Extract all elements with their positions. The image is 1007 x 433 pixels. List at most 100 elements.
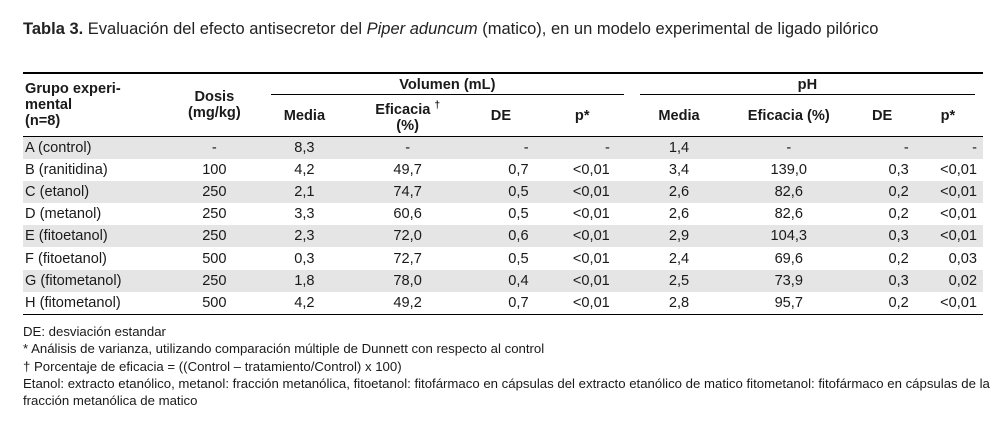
cell-vol-p: <0,01 bbox=[572, 250, 610, 267]
cell-vol-de: - bbox=[469, 136, 533, 159]
cell-vol-media: 2,3 bbox=[262, 225, 346, 248]
cell-ph-de: 0,2 bbox=[888, 250, 909, 267]
cell-ph-eficacia: 139,0 bbox=[770, 161, 808, 178]
cell-ph-p: 0,03 bbox=[948, 250, 977, 267]
table-row: B (ranitidina) 100 4,2 49,7 0,7 <0,01 3,… bbox=[23, 159, 983, 181]
cell-dose: - bbox=[165, 136, 263, 159]
table-row: E (fitoetanol) 250 2,3 72,0 0,6 <0,01 2,… bbox=[23, 225, 983, 248]
note-extracts: Etanol: extracto etanólico, metanol: fra… bbox=[23, 375, 990, 409]
cell-vol-eficacia: 72,7 bbox=[393, 250, 422, 267]
cell-vol-p: <0,01 bbox=[572, 161, 610, 178]
cell-dose: 250 bbox=[165, 225, 263, 248]
table-row: H (fitometanol) 500 4,2 49,2 0,7 <0,01 2… bbox=[23, 292, 983, 314]
cell-ph-media: 2,6 bbox=[631, 180, 727, 204]
cell-ph-eficacia: 73,9 bbox=[726, 269, 852, 292]
header-ph-media: Media bbox=[658, 108, 700, 124]
cell-vol-media: 0,3 bbox=[294, 250, 315, 267]
header-group-line3: (n=8) bbox=[25, 113, 61, 129]
caption-label: Tabla 3. bbox=[23, 20, 84, 38]
caption-text-after: (matico), en un modelo experimental de l… bbox=[477, 20, 879, 38]
header-vol-eficacia-line2: (%) bbox=[396, 117, 419, 134]
cell-group: C (etanol) bbox=[23, 180, 166, 204]
cell-vol-eficacia: 78,0 bbox=[345, 269, 470, 292]
cell-group: G (fitometanol) bbox=[23, 269, 166, 292]
cell-ph-eficacia: 95,7 bbox=[774, 294, 803, 311]
note-de: DE: desviación estandar bbox=[23, 324, 166, 339]
cell-ph-p: <0,01 bbox=[912, 180, 983, 204]
header-dose: Dosis (mg/kg) bbox=[166, 73, 263, 137]
cell-vol-p: <0,01 bbox=[532, 180, 632, 204]
cell-ph-eficacia: 69,6 bbox=[774, 250, 803, 267]
cell-dose: 500 bbox=[202, 294, 227, 311]
cell-vol-de: 0,7 bbox=[508, 294, 529, 311]
cell-vol-media: 8,3 bbox=[262, 136, 346, 159]
header-volume: Volumen (mL) bbox=[263, 73, 632, 96]
header-volume-rule bbox=[270, 94, 624, 95]
cell-ph-p: <0,01 bbox=[940, 161, 977, 178]
cell-ph-p: 0,02 bbox=[912, 269, 983, 292]
header-ph-p: p* bbox=[940, 108, 956, 124]
cell-vol-eficacia: 72,0 bbox=[345, 225, 470, 248]
cell-group: F (fitoetanol) bbox=[25, 250, 107, 267]
header-group: Grupo experi- mental (n=8) bbox=[23, 73, 166, 137]
cell-dose: 250 bbox=[165, 269, 263, 292]
cell-vol-de: 0,7 bbox=[508, 161, 529, 178]
cell-vol-media: 1,8 bbox=[262, 269, 346, 292]
table-notes: DE: desviación estandar * Análisis de va… bbox=[23, 323, 998, 409]
cell-vol-p: - bbox=[532, 136, 632, 159]
cell-vol-media: 4,2 bbox=[294, 161, 315, 178]
note-anova: * Análisis de varianza, utilizando compa… bbox=[23, 341, 545, 357]
cell-ph-de: 0,3 bbox=[851, 269, 913, 292]
cell-vol-eficacia: 60,6 bbox=[393, 206, 422, 223]
header-ph-label: pH bbox=[797, 77, 818, 93]
header-dose-line2: (mg/kg) bbox=[188, 105, 241, 121]
cell-ph-media: 3,4 bbox=[668, 161, 690, 178]
header-vol-de: DE bbox=[490, 108, 512, 124]
cell-vol-eficacia: 49,7 bbox=[393, 161, 422, 178]
cell-ph-p: - bbox=[912, 136, 983, 159]
cell-vol-eficacia: - bbox=[345, 136, 470, 159]
table-row: G (fitometanol) 250 1,8 78,0 0,4 <0,01 2… bbox=[23, 269, 983, 292]
cell-group: A (control) bbox=[23, 136, 166, 159]
cell-ph-eficacia: 104,3 bbox=[726, 225, 852, 248]
caption-text-before: Evaluación del efecto antisecretor del bbox=[83, 20, 367, 38]
cell-ph-de: 0,2 bbox=[888, 206, 909, 223]
cell-vol-media: 2,1 bbox=[262, 180, 346, 204]
cell-ph-de: - bbox=[851, 136, 913, 159]
cell-group: B (ranitidina) bbox=[25, 161, 108, 178]
cell-vol-eficacia: 49,2 bbox=[393, 294, 422, 311]
cell-group: H (fitometanol) bbox=[25, 294, 121, 311]
cell-group: E (fitoetanol) bbox=[23, 225, 166, 248]
header-ph-eficacia: Eficacia (%) bbox=[747, 108, 830, 124]
cell-vol-p: <0,01 bbox=[572, 294, 610, 311]
table-caption: Tabla 3. Evaluación del efecto antisecre… bbox=[23, 20, 998, 39]
cell-vol-de: 0,5 bbox=[508, 250, 529, 267]
header-ph: pH bbox=[632, 73, 983, 96]
cell-dose: 100 bbox=[202, 161, 227, 178]
header-dagger: † bbox=[434, 100, 441, 112]
header-vol-media: Media bbox=[283, 108, 326, 124]
table-row: F (fitoetanol) 500 0,3 72,7 0,5 <0,01 2,… bbox=[23, 247, 983, 269]
cell-ph-media: 2,5 bbox=[631, 269, 727, 292]
cell-vol-de: 0,6 bbox=[469, 225, 533, 248]
cell-ph-eficacia: - bbox=[726, 136, 852, 159]
cell-vol-media: 4,2 bbox=[294, 294, 315, 311]
header-ph-rule bbox=[639, 94, 975, 95]
header-dose-line1: Dosis bbox=[194, 89, 235, 105]
cell-ph-media: 2,8 bbox=[668, 294, 690, 311]
header-vol-eficacia-line1: Eficacia bbox=[375, 101, 431, 118]
table-body: A (control) - 8,3 - - - 1,4 - - - B (ran… bbox=[23, 136, 983, 314]
cell-ph-p: <0,01 bbox=[940, 206, 977, 223]
cell-ph-media: 1,4 bbox=[631, 136, 727, 159]
cell-dose: 500 bbox=[202, 250, 227, 267]
table-row: D (metanol) 250 3,3 60,6 0,5 <0,01 2,6 8… bbox=[23, 203, 983, 225]
cell-ph-de: 0,2 bbox=[851, 180, 913, 204]
cell-ph-de: 0,3 bbox=[851, 225, 913, 248]
cell-dose: 250 bbox=[202, 206, 227, 223]
cell-vol-p: <0,01 bbox=[532, 269, 632, 292]
header-vol-p: p* bbox=[574, 108, 590, 124]
cell-vol-p: <0,01 bbox=[572, 206, 610, 223]
cell-ph-media: 2,9 bbox=[631, 225, 727, 248]
cell-vol-de: 0,4 bbox=[469, 269, 533, 292]
note-efficacy: † Porcentaje de eficacia = ((Control – t… bbox=[23, 358, 402, 374]
